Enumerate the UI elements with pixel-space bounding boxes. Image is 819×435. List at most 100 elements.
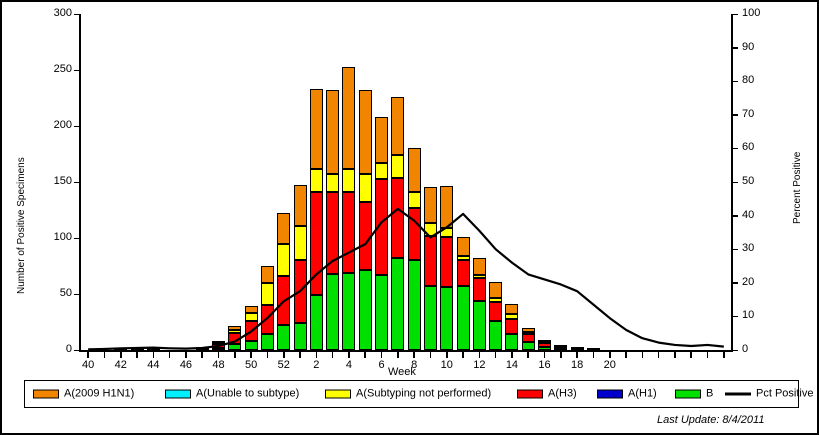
bar-segment xyxy=(423,235,437,287)
y-tick-left xyxy=(74,237,80,240)
y-tick-right xyxy=(732,181,738,184)
bar-segment xyxy=(212,341,226,344)
bar-segment xyxy=(260,266,274,283)
legend-item-b[interactable]: B xyxy=(675,388,713,400)
bar-segment xyxy=(538,339,552,343)
x-tick xyxy=(380,352,383,358)
bar-segment xyxy=(212,344,226,348)
y-tick-right xyxy=(732,315,738,318)
y-tick-label-right: 100 xyxy=(742,7,761,19)
y-axis-left xyxy=(79,14,81,350)
bar-week-15 xyxy=(521,327,535,350)
bar-segment xyxy=(244,306,258,314)
bar-week-7 xyxy=(391,96,405,350)
bar-week-50 xyxy=(244,306,258,350)
legend-label: A(Subtyping not performed) xyxy=(356,387,492,400)
y-tick-label-right: 0 xyxy=(742,343,749,355)
bar-segment xyxy=(440,186,454,228)
bar-segment xyxy=(391,258,405,350)
x-tick xyxy=(103,352,106,358)
bar-week-1 xyxy=(293,185,307,350)
x-tick xyxy=(185,352,187,358)
legend-label: Pct Positive xyxy=(756,387,814,400)
bar-segment xyxy=(489,320,503,350)
legend-item-a-unable-to-subtype[interactable]: A(Unable to subtype) xyxy=(165,387,300,400)
legend-label: A(H3) xyxy=(548,387,577,400)
bar-segment xyxy=(326,174,340,193)
y-tick-label-right: 10 xyxy=(742,309,755,322)
bar-segment xyxy=(521,332,535,335)
bar-segment xyxy=(293,260,307,324)
bar-segment xyxy=(244,320,258,342)
bar-segment xyxy=(228,326,242,330)
bar-week-6 xyxy=(375,117,389,350)
bar-segment xyxy=(456,236,470,256)
x-tick xyxy=(152,352,155,358)
bar-week-49 xyxy=(228,326,242,350)
x-tick xyxy=(413,352,415,358)
bar-segment xyxy=(358,270,372,350)
bar-week-14 xyxy=(505,304,519,350)
x-axis-title: Week xyxy=(388,366,416,378)
x-tick xyxy=(364,352,367,358)
bar-segment xyxy=(489,301,503,321)
bar-segment xyxy=(489,298,503,302)
x-tick-label: 20 xyxy=(603,359,616,371)
bar-week-11 xyxy=(456,236,470,350)
bar-segment xyxy=(440,287,454,350)
bar-segment xyxy=(293,185,307,226)
bar-segment xyxy=(228,329,242,334)
legend-item-a-2009-h1n1[interactable]: A(2009 H1N1) xyxy=(33,387,135,400)
x-tick xyxy=(331,352,334,358)
legend-item-a-subtyping-not-performed[interactable]: A(Subtyping not performed) xyxy=(325,387,492,400)
legend-item-a-h3[interactable]: A(H3) xyxy=(517,387,577,400)
bar-segment xyxy=(407,192,421,208)
bar-segment xyxy=(309,168,323,193)
x-tick-label: 4 xyxy=(345,359,352,371)
bar-segment xyxy=(391,177,405,259)
x-tick-label: 42 xyxy=(114,359,127,371)
bar-segment xyxy=(342,168,356,193)
plot-area xyxy=(80,14,732,350)
x-tick-label: 50 xyxy=(245,359,258,371)
x-tick xyxy=(168,352,171,358)
legend-swatch-icon xyxy=(165,389,191,399)
bar-segment xyxy=(423,223,437,236)
x-axis xyxy=(79,350,733,352)
y-tick-label-left: 200 xyxy=(53,119,72,131)
x-tick xyxy=(234,352,236,358)
x-tick-label: 40 xyxy=(82,359,95,371)
legend-item-pct-positive[interactable]: Pct Positive xyxy=(725,387,814,400)
y-tick-right xyxy=(732,349,738,352)
y-tick-left xyxy=(74,181,80,184)
x-tick xyxy=(87,352,89,358)
y-tick-right xyxy=(732,147,738,150)
y-axis-title-left: Number of Positive Specimens xyxy=(16,157,27,294)
x-tick-label: 2 xyxy=(313,359,320,371)
bar-segment xyxy=(505,304,519,315)
legend-item-a-h1[interactable]: A(H1) xyxy=(597,388,657,400)
y-tick-right xyxy=(732,80,738,83)
y-tick-label-left: 50 xyxy=(59,287,72,299)
x-tick xyxy=(543,352,546,358)
y-axis-title-right: Percent Positive xyxy=(792,151,803,224)
x-tick xyxy=(119,352,122,358)
y-tick-left xyxy=(74,349,80,352)
y-tick-right xyxy=(732,282,738,284)
bar-segment xyxy=(521,334,535,343)
x-tick xyxy=(527,352,530,358)
bar-segment xyxy=(456,255,470,261)
y-tick-label-right: 30 xyxy=(742,242,755,255)
x-tick xyxy=(560,352,562,358)
bar-week-52 xyxy=(277,213,291,350)
bar-week-48 xyxy=(212,341,226,350)
x-tick-label: 16 xyxy=(538,359,551,371)
x-tick xyxy=(641,352,644,358)
last-update-text: Last Update: 8/4/2011 xyxy=(657,414,765,426)
y-tick-left xyxy=(74,293,80,296)
legend-swatch-icon xyxy=(325,389,351,399)
y-tick-label-right: 20 xyxy=(742,275,755,288)
legend-label: A(Unable to subtype) xyxy=(196,387,300,400)
legend-label: A(2009 H1N1) xyxy=(64,387,135,400)
bar-segment xyxy=(358,174,372,203)
